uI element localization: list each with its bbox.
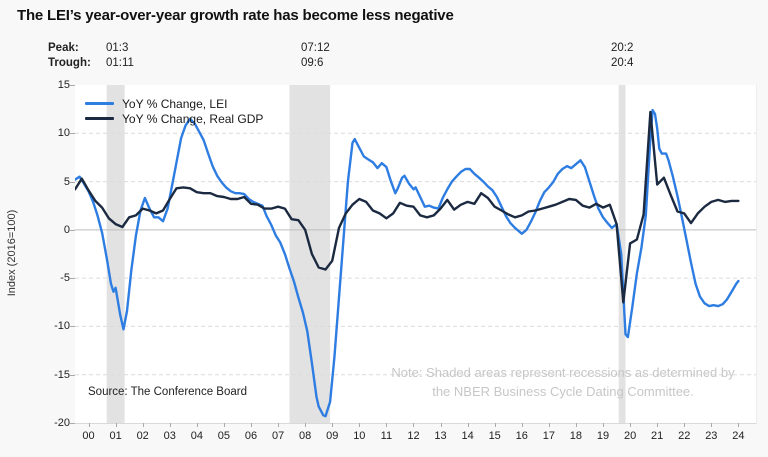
x-tick-label: 14 <box>461 430 474 442</box>
x-tick-mark <box>657 423 659 427</box>
y-tick-label: -15 <box>54 368 70 381</box>
y-tick-label: 10 <box>57 127 70 140</box>
x-tick-mark <box>521 423 523 427</box>
x-tick-label: 10 <box>353 430 366 442</box>
y-tick-mark <box>70 278 75 280</box>
x-tick-label: 18 <box>569 430 583 442</box>
x-tick-label: 01 <box>109 430 122 442</box>
x-tick-label: 09 <box>326 430 339 442</box>
x-tick-label: 17 <box>542 430 555 442</box>
x-tick-mark <box>115 423 117 427</box>
x-tick-label: 15 <box>488 430 501 442</box>
x-tick-mark <box>467 423 469 427</box>
recession-3-trough: 20:4 <box>611 57 634 69</box>
y-tick-mark <box>70 423 75 424</box>
recession-note-line2: the NBER Business Cycle Dating Committee… <box>432 384 694 399</box>
recession-note-line1: Note: Shaded areas represent recessions … <box>391 365 735 380</box>
x-tick-mark <box>738 423 740 427</box>
y-tick-label: 15 <box>57 79 70 91</box>
x-tick-label: 06 <box>244 430 258 442</box>
y-tick-mark <box>70 229 75 231</box>
recession-1-peak: 01:3 <box>106 42 129 54</box>
recession-2-peak: 07:12 <box>301 42 330 54</box>
x-tick-mark <box>413 423 415 427</box>
y-tick-mark <box>70 133 75 135</box>
lei-line-swatch-icon <box>85 102 114 105</box>
trough-label: Trough: <box>48 57 91 69</box>
y-tick-label: -20 <box>54 417 70 429</box>
legend: YoY % Change, LEI YoY % Change, Real GDP <box>85 96 263 126</box>
y-tick-label: -5 <box>60 272 70 285</box>
y-tick-label: 5 <box>63 175 70 188</box>
recession-3-peak: 20:2 <box>611 42 634 54</box>
legend-item-lei: YoY % Change, LEI <box>85 96 263 111</box>
series-line-gdp <box>75 110 740 304</box>
x-tick-mark <box>548 423 550 427</box>
x-tick-mark <box>494 423 496 427</box>
x-tick-mark <box>684 423 686 427</box>
gdp-line-swatch-icon <box>85 117 114 120</box>
plot-area <box>75 85 757 424</box>
x-tick-mark <box>251 423 252 427</box>
source-credit: Source: The Conference Board <box>88 386 247 398</box>
x-tick-label: 04 <box>190 430 203 442</box>
series-line-lei <box>75 108 740 418</box>
x-tick-mark <box>359 423 361 427</box>
x-tick-mark <box>440 423 442 427</box>
x-tick-label: 22 <box>678 430 691 442</box>
x-tick-mark <box>223 423 225 427</box>
x-tick-label: 03 <box>163 430 176 442</box>
legend-item-gdp: YoY % Change, Real GDP <box>85 111 263 126</box>
x-tick-label: 20 <box>623 430 637 442</box>
x-tick-mark <box>142 423 144 427</box>
x-tick-label: 21 <box>651 430 664 442</box>
x-tick-label: 07 <box>271 430 285 442</box>
recession-band <box>289 85 331 423</box>
y-tick-label: 0 <box>63 223 70 236</box>
x-tick-label: 08 <box>299 430 312 442</box>
recession-band <box>106 85 125 423</box>
x-tick-mark <box>711 423 713 427</box>
x-tick-mark <box>603 423 604 427</box>
x-tick-mark <box>88 423 90 427</box>
x-tick-label: 02 <box>136 430 149 442</box>
recession-1-trough: 01:11 <box>106 57 134 69</box>
x-tick-label: 19 <box>596 430 610 442</box>
x-tick-mark <box>332 423 334 427</box>
x-tick-mark <box>386 423 388 427</box>
legend-label-lei: YoY % Change, LEI <box>122 96 228 111</box>
x-tick-label: 16 <box>515 430 528 442</box>
x-tick-mark <box>630 423 632 427</box>
y-tick-label: -10 <box>54 320 70 333</box>
x-tick-mark <box>196 423 198 427</box>
y-tick-mark <box>70 326 75 328</box>
x-tick-label: 00 <box>82 430 95 442</box>
x-tick-label: 11 <box>380 430 393 442</box>
recession-2-trough: 09:6 <box>301 57 324 69</box>
x-tick-mark <box>575 423 577 427</box>
page-title: The LEI’s year-over-year growth rate has… <box>17 7 454 24</box>
x-tick-label: 23 <box>705 430 718 442</box>
y-tick-mark <box>70 374 75 376</box>
legend-label-gdp: YoY % Change, Real GDP <box>122 111 264 126</box>
x-tick-label: 05 <box>217 430 231 442</box>
x-tick-mark <box>278 423 280 427</box>
y-axis-title: Index (2016=100) <box>6 209 18 297</box>
recession-note: Note: Shaded areas represent recessions … <box>372 363 754 401</box>
x-tick-label: 12 <box>407 430 420 442</box>
peak-label: Peak: <box>48 42 79 54</box>
x-tick-label: 24 <box>732 430 745 442</box>
x-tick-label: 13 <box>434 430 447 442</box>
x-tick-mark <box>305 423 307 427</box>
x-tick-mark <box>169 423 171 427</box>
chart-canvas <box>75 85 756 423</box>
y-tick-mark <box>70 85 75 86</box>
y-tick-mark <box>70 181 75 183</box>
